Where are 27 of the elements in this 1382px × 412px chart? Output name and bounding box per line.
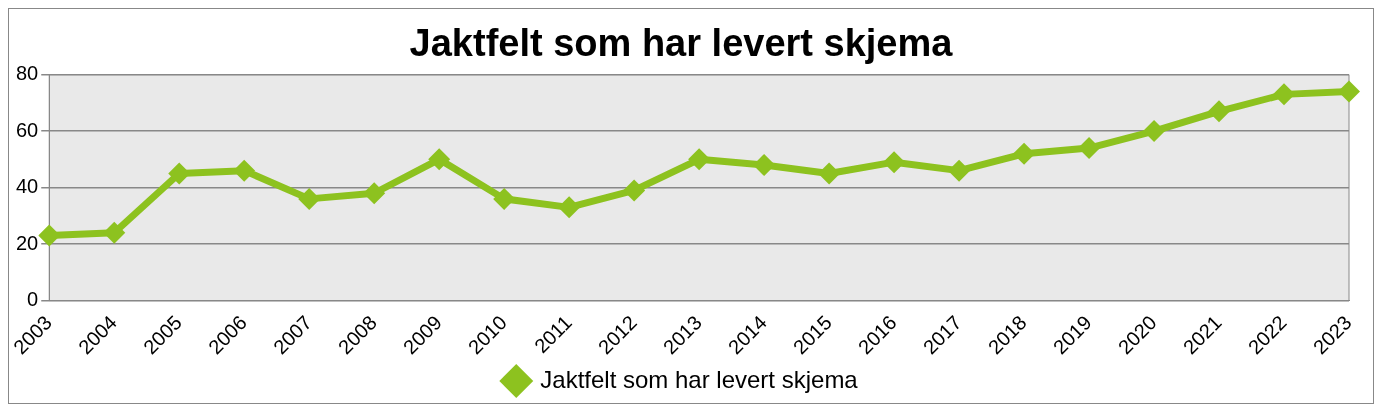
point	[363, 182, 386, 205]
y-tick-label: 80	[16, 62, 39, 85]
point	[233, 159, 256, 182]
point	[168, 162, 191, 185]
point	[428, 148, 451, 171]
point	[818, 162, 841, 185]
point	[753, 153, 776, 176]
point	[558, 196, 581, 219]
point	[493, 187, 516, 210]
point	[883, 151, 906, 174]
point	[103, 221, 126, 244]
legend-label: Jaktfelt som har levert skjema	[540, 365, 859, 393]
point	[623, 179, 646, 202]
point	[1208, 100, 1231, 123]
point	[38, 224, 61, 247]
point	[1338, 80, 1360, 103]
point	[948, 159, 971, 182]
point	[298, 187, 321, 210]
y-tick-label: 40	[16, 175, 39, 198]
y-tick-label: 20	[16, 231, 39, 254]
y-tick-label: 60	[16, 118, 39, 141]
point	[688, 148, 711, 171]
point	[1143, 120, 1166, 143]
point	[1078, 137, 1101, 160]
y-tick-label: 0	[27, 288, 39, 311]
point	[1013, 142, 1036, 165]
chart-title: Jaktfelt som har levert skjema	[409, 22, 954, 65]
